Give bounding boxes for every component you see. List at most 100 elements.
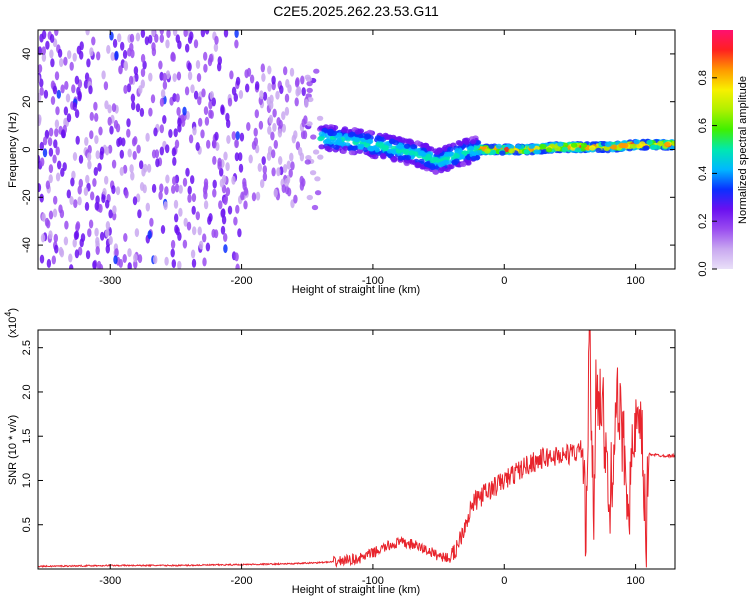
x-tick-label: 0 <box>501 575 507 587</box>
heatmap-cell <box>158 191 163 200</box>
heatmap-cell <box>182 239 188 249</box>
heatmap-cell <box>51 255 56 265</box>
heatmap-cell <box>300 75 305 85</box>
heatmap-cell <box>139 182 145 191</box>
heatmap-cell <box>140 53 146 63</box>
heatmap-cell <box>106 44 111 54</box>
heatmap-cell <box>41 46 46 56</box>
heatmap-cell <box>318 144 325 150</box>
heatmap-cell <box>460 161 467 167</box>
heatmap-cell <box>209 91 214 100</box>
heatmap-cell <box>163 201 168 211</box>
heatmap-cell <box>233 93 238 102</box>
heatmap-cell <box>132 196 138 206</box>
heatmap-cell <box>507 144 515 150</box>
heatmap-cell <box>327 139 334 145</box>
heatmap-cell <box>283 66 288 76</box>
heatmap-cell <box>46 258 52 268</box>
heatmap-cell <box>52 208 58 218</box>
heatmap-cell <box>47 137 53 147</box>
heatmap-cell <box>131 101 136 111</box>
heatmap-cell <box>198 240 204 250</box>
heatmap-cell <box>246 122 251 131</box>
heatmap-cell <box>38 114 42 124</box>
heatmap-x-label: Height of straight line (km) <box>292 284 420 296</box>
heatmap-cell <box>41 212 46 222</box>
heatmap-cell <box>171 259 176 269</box>
heatmap-cell <box>89 130 94 140</box>
heatmap-cell <box>129 164 134 174</box>
heatmap-cell <box>260 63 265 73</box>
heatmap-cell <box>261 73 266 82</box>
heatmap-cell <box>144 36 150 46</box>
heatmap-cell <box>74 249 80 259</box>
heatmap-cell <box>453 153 460 159</box>
heatmap-cell <box>191 258 197 268</box>
heatmap-cell <box>41 30 47 40</box>
heatmap-cell <box>185 110 190 120</box>
heatmap-cell <box>317 154 324 160</box>
heatmap-cell <box>415 162 422 168</box>
heatmap-cell <box>48 174 53 184</box>
heatmap-cell <box>203 63 208 73</box>
heatmap-cell <box>38 183 42 193</box>
heatmap-cell <box>238 152 243 162</box>
heatmap-cell <box>58 246 64 256</box>
heatmap-cell <box>408 150 415 156</box>
heatmap-cell <box>165 174 170 184</box>
heatmap-cell <box>118 258 124 268</box>
heatmap-cell <box>227 205 233 215</box>
heatmap-cell <box>177 117 182 127</box>
heatmap-cell <box>425 146 433 152</box>
heatmap-cell <box>313 68 320 74</box>
heatmap-cell <box>162 115 167 124</box>
heatmap-cell <box>101 194 106 204</box>
heatmap-cell <box>63 106 69 116</box>
heatmap-cell <box>214 131 219 141</box>
heatmap-cell <box>195 211 200 221</box>
x-tick-label: -100 <box>362 275 384 287</box>
heatmap-cell <box>172 30 178 37</box>
heatmap-cell <box>165 70 171 80</box>
heatmap-cell <box>92 260 97 269</box>
heatmap-cell <box>200 129 205 139</box>
heatmap-cell <box>159 124 164 134</box>
heatmap-cell <box>153 255 158 265</box>
heatmap-cell <box>190 84 195 94</box>
heatmap-cell <box>174 213 179 223</box>
heatmap-cell <box>257 163 262 172</box>
heatmap-cell <box>239 132 245 142</box>
heatmap-cell <box>111 103 117 113</box>
heatmap-cell <box>188 134 194 144</box>
heatmap-cell <box>225 187 231 197</box>
heatmap-cell <box>104 175 109 185</box>
heatmap-cell <box>160 225 166 234</box>
heatmap-cell <box>580 142 588 148</box>
heatmap-cell <box>172 73 177 83</box>
heatmap-cell <box>68 253 73 263</box>
heatmap-cell <box>354 129 362 135</box>
heatmap-cell <box>60 129 66 139</box>
heatmap-cell <box>203 190 208 200</box>
heatmap-cell <box>528 143 535 149</box>
colorbar-tick-label: 0.2 <box>697 214 709 229</box>
heatmap-cell <box>105 221 111 230</box>
heatmap-cell <box>447 151 454 157</box>
heatmap-cell <box>388 138 396 144</box>
heatmap-cell <box>310 134 317 140</box>
heatmap-cell <box>192 126 197 136</box>
heatmap-cell <box>267 125 272 135</box>
snr-x-ticks: -300 -200 -100 0 100 <box>99 330 645 587</box>
heatmap-cell <box>293 194 298 204</box>
heatmap-cell <box>73 199 78 209</box>
heatmap-cell <box>38 64 43 74</box>
heatmap-cell <box>50 58 55 68</box>
heatmap-cell <box>99 146 105 156</box>
heatmap-cell <box>223 244 228 254</box>
heatmap-y-ticks: -40 -20 0 20 40 <box>21 48 675 253</box>
heatmap-cell <box>94 112 99 122</box>
heatmap-cell <box>554 146 561 152</box>
heatmap-cell <box>52 154 57 164</box>
heatmap-cell <box>94 201 100 211</box>
